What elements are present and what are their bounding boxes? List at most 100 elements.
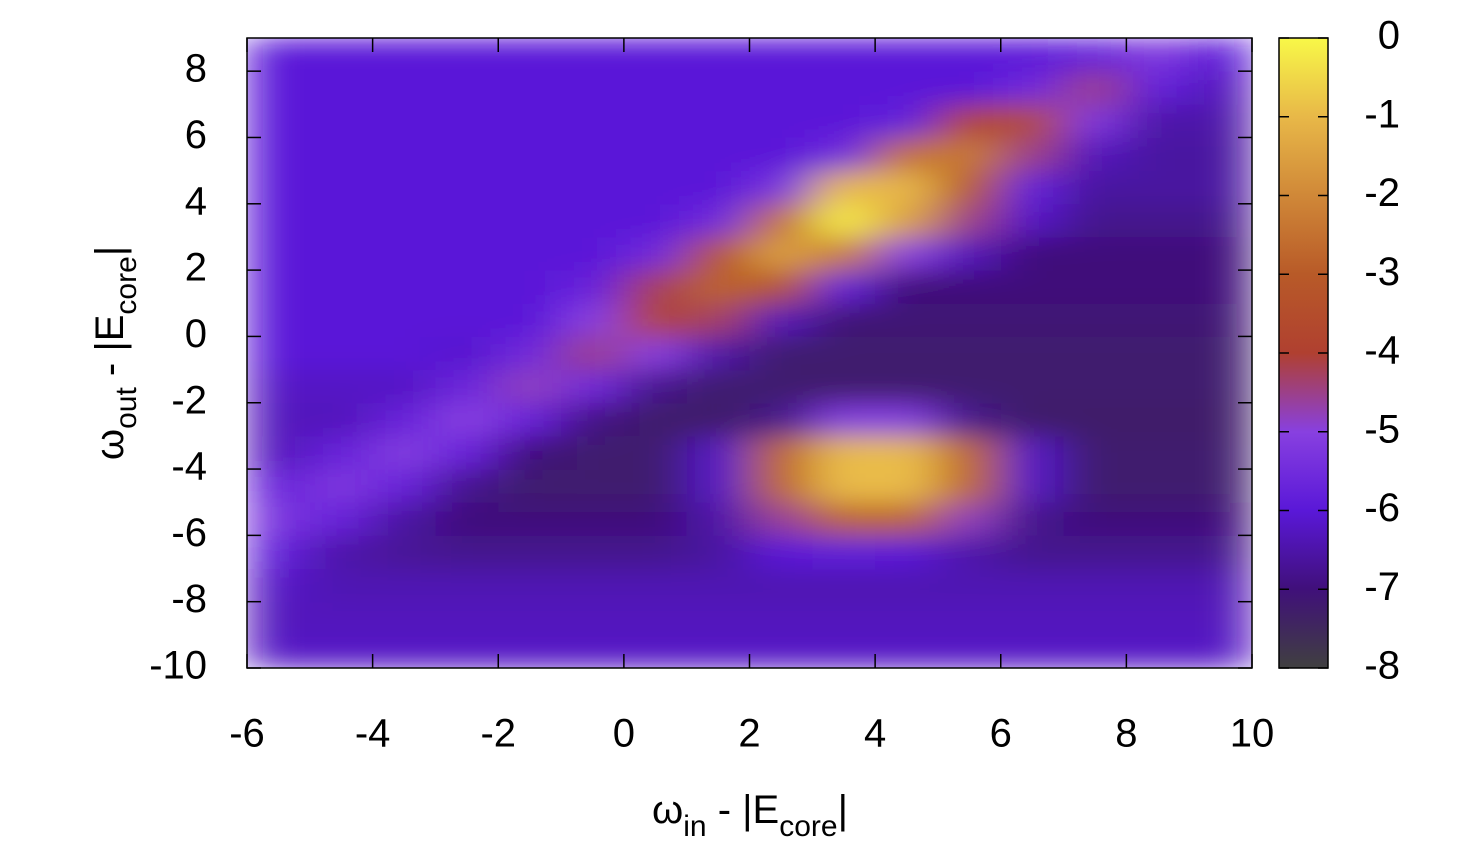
y-tick-label: -8 (171, 577, 207, 621)
heatmap-cell (749, 402, 813, 437)
heatmap-cell (1000, 502, 1065, 536)
label-part: - |E (707, 788, 780, 832)
heatmap-cell (937, 71, 1002, 105)
heatmap-cell (623, 402, 688, 437)
heatmap-cell (1063, 601, 1127, 636)
heatmap-cell (561, 336, 625, 371)
heatmap-cell (749, 104, 813, 138)
heatmap-cell (372, 38, 436, 72)
heatmap-cell (1000, 137, 1065, 172)
heatmap-cell (498, 402, 562, 437)
heatmap-cell (623, 38, 688, 72)
heatmap-cell (1189, 203, 1252, 238)
heatmap-cell (686, 104, 750, 138)
heatmap-cell (749, 38, 813, 72)
label-subscript: in (683, 810, 706, 843)
heatmap-cell (561, 71, 625, 105)
heatmap-cell (623, 137, 688, 172)
heatmap-cell (1189, 137, 1252, 172)
heatmap-cell (749, 469, 813, 503)
heatmap-cell (561, 369, 625, 404)
heatmap-cell (875, 104, 939, 138)
heatmap-cell (623, 502, 688, 536)
heatmap-cell (937, 469, 1002, 503)
heatmap-cell (309, 104, 374, 138)
heatmap-cell (812, 137, 876, 172)
heatmap-cell (372, 236, 436, 271)
heatmap-cell (1189, 634, 1252, 668)
heatmap-cell (937, 336, 1002, 371)
heatmap-cell (875, 270, 939, 304)
heatmap-cell (435, 601, 499, 636)
heatmap-cell (812, 435, 876, 470)
heatmap-cell (1063, 535, 1127, 570)
heatmap-cell (309, 568, 374, 603)
heatmap-cell (686, 38, 750, 72)
heatmap-cell (875, 535, 939, 570)
heatmap-cell (372, 369, 436, 404)
heatmap-cell (1063, 568, 1127, 603)
heatmap-cell (498, 634, 562, 668)
heatmap-cell (435, 270, 499, 304)
heatmap-cell (937, 104, 1002, 138)
heatmap-cell (1189, 469, 1252, 503)
heatmap-cell (1189, 369, 1252, 404)
heatmap-cell (749, 336, 813, 371)
heatmap-cell (498, 369, 562, 404)
heatmap-cell (1063, 38, 1127, 72)
heatmap-cell (875, 71, 939, 105)
heatmap-cell (247, 634, 311, 668)
heatmap-cell (749, 71, 813, 105)
heatmap-cell (686, 369, 750, 404)
heatmap-cell (1063, 402, 1127, 437)
colorbar-tick-label: -4 (1364, 329, 1400, 373)
heatmap-cell (1126, 270, 1190, 304)
heatmap-cell (435, 469, 499, 503)
label-part: - |E (88, 315, 132, 388)
colorbar-tick-label: -5 (1364, 407, 1400, 451)
heatmap-cell (812, 203, 876, 238)
heatmap-cell (749, 270, 813, 304)
heatmap-cell (498, 270, 562, 304)
heatmap-cell (1189, 435, 1252, 470)
heatmap-cell (623, 303, 688, 337)
heatmap-cell (937, 402, 1002, 437)
heatmap-cell (1000, 634, 1065, 668)
heatmap-cell (749, 568, 813, 603)
heatmap-cell (309, 71, 374, 105)
heatmap-cell (247, 270, 311, 304)
heatmap-cell (812, 502, 876, 536)
heatmap-cell (875, 502, 939, 536)
heatmap-cell (1126, 336, 1190, 371)
y-tick-label: 2 (185, 246, 207, 290)
heatmap-cell (309, 369, 374, 404)
heatmap-cell (1126, 601, 1190, 636)
colorbar-tick-label: -3 (1364, 250, 1400, 294)
heatmap-cell (1126, 170, 1190, 205)
heatmap-cell (561, 104, 625, 138)
heatmap-cell (875, 303, 939, 337)
heatmap-cell (372, 303, 436, 337)
label-subscript: core (779, 810, 837, 843)
heatmap-cell (561, 303, 625, 337)
heatmap-cell (1000, 402, 1065, 437)
heatmap-cell (435, 104, 499, 138)
heatmap-cell (749, 369, 813, 404)
heatmap-cell (561, 469, 625, 503)
heatmap-cell (498, 535, 562, 570)
heatmap-cell (247, 303, 311, 337)
heatmap-cell (1000, 104, 1065, 138)
heatmap-cell (1063, 469, 1127, 503)
heatmap-cell (435, 303, 499, 337)
label-part: | (88, 246, 132, 256)
heatmap-cell (686, 634, 750, 668)
heatmap-cell (623, 568, 688, 603)
heatmap-cell (1126, 469, 1190, 503)
heatmap-cell (1000, 270, 1065, 304)
heatmap-cell (498, 236, 562, 271)
heatmap-cell (372, 104, 436, 138)
heatmap-cell (1000, 303, 1065, 337)
heatmap-cell (623, 535, 688, 570)
heatmap-cell (875, 236, 939, 271)
heatmap-cell (1063, 71, 1127, 105)
